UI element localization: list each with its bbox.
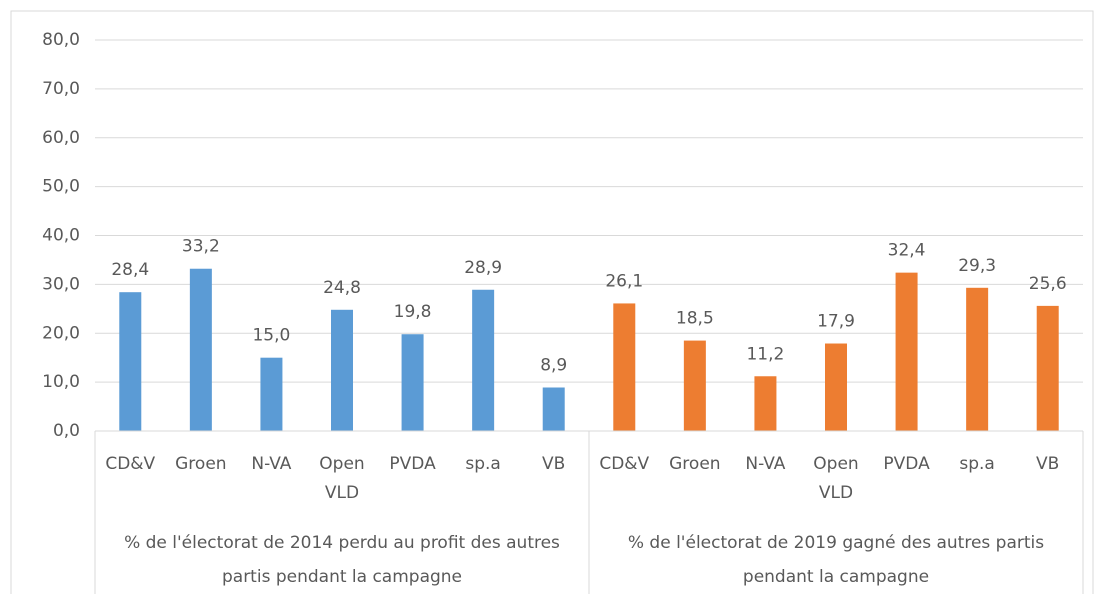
x-tick-label: Groen [175, 454, 227, 474]
x-tick-label: sp.a [959, 454, 995, 474]
y-tick-label: 0,0 [53, 421, 80, 441]
group-label: % de l'électorat de 2014 perdu au profit… [124, 533, 560, 587]
chart-frame [10, 10, 1094, 594]
data-label: 11,2 [746, 344, 784, 364]
bar [613, 303, 636, 431]
data-label: 28,4 [111, 260, 149, 280]
data-label: 18,5 [676, 309, 714, 329]
y-tick-label: 40,0 [42, 226, 80, 246]
bar [966, 287, 989, 431]
x-tick-label: N-VA [745, 454, 786, 474]
y-tick-label: 60,0 [42, 128, 80, 148]
y-tick-label: 30,0 [42, 274, 80, 294]
data-label: 24,8 [323, 278, 361, 298]
y-tick-label: 70,0 [42, 79, 80, 99]
bar [825, 343, 847, 431]
x-tick-label: PVDA [389, 454, 436, 474]
data-label: 33,2 [182, 237, 220, 257]
bar [542, 387, 565, 431]
bar [895, 272, 918, 431]
bar [401, 334, 424, 431]
data-label: 28,9 [464, 258, 502, 278]
bar [754, 376, 777, 431]
x-tick-label: CD&V [599, 454, 650, 474]
data-label: 8,9 [540, 356, 567, 376]
x-tick-label: N-VA [251, 454, 292, 474]
data-label: 17,9 [817, 312, 855, 332]
group-label: % de l'électorat de 2019 gagné des autre… [627, 533, 1045, 587]
x-tick-label: sp.a [465, 454, 501, 474]
data-label: 32,4 [888, 241, 926, 261]
bar [1036, 305, 1059, 431]
x-tick-label: VB [1036, 454, 1060, 474]
y-tick-label: 50,0 [42, 177, 80, 197]
y-tick-label: 80,0 [42, 30, 80, 50]
x-tick-label: CD&V [105, 454, 156, 474]
bar [331, 309, 353, 431]
x-tick-label: Open VLD [813, 454, 859, 503]
bar [119, 292, 142, 431]
x-tick-label: VB [542, 454, 566, 474]
bar [189, 268, 212, 431]
data-label: 26,1 [605, 271, 643, 291]
x-tick-label: Groen [669, 454, 721, 474]
x-tick-label: Open VLD [319, 454, 365, 503]
bar [472, 289, 495, 431]
y-tick-label: 10,0 [42, 372, 80, 392]
y-tick-label: 20,0 [42, 323, 80, 343]
bar [260, 357, 283, 431]
x-tick-label: PVDA [883, 454, 930, 474]
data-label: 29,3 [958, 256, 996, 276]
data-label: 25,6 [1029, 274, 1067, 294]
data-label: 19,8 [394, 302, 432, 322]
bar [683, 340, 706, 431]
data-label: 15,0 [252, 326, 290, 346]
